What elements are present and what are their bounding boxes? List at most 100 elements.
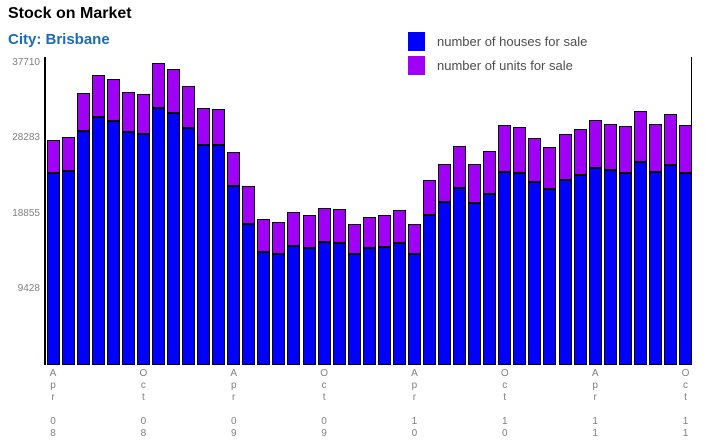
units-segment [468,164,482,203]
legend: number of houses for sale number of unit… [408,29,587,77]
houses-segment [588,168,602,365]
bar-stack [633,111,647,365]
units-segment [453,146,467,188]
houses-segment [648,172,662,365]
units-segment [423,180,436,215]
houses-segment [377,247,391,365]
houses-segment [257,252,271,365]
houses-segment [106,121,120,365]
houses-segment [407,254,421,365]
units-segment [438,164,452,202]
bar-stack [46,140,60,365]
units-segment [573,129,587,175]
bar-stack [513,127,527,365]
bar-stack [573,129,587,365]
units-segment [302,215,316,248]
houses-segment [528,182,542,365]
bar-stack [588,120,602,365]
houses-segment [182,128,196,365]
houses-segment [392,243,406,365]
houses-segment [197,145,211,365]
units-segment [588,120,602,168]
bar-stack [332,209,346,365]
legend-label-units: number of units for sale [437,57,573,73]
units-segment [663,114,677,165]
units-segment [483,151,497,194]
y-tick-label: 9428 [17,283,40,295]
houses-segment [91,117,105,365]
units-segment [317,208,331,242]
bar-stack [257,219,271,365]
units-segment [618,126,632,173]
houses-segment [347,254,361,365]
bar-stack [287,212,301,365]
houses-segment [679,173,693,365]
units-segment [648,124,662,172]
bar-stack [121,92,135,365]
bar-stack [663,114,677,365]
bar-stack [483,151,497,365]
units-segment [392,210,406,243]
page-title: Stock on Market [8,5,132,22]
houses-segment [498,172,512,365]
houses-segment [151,108,165,365]
units-segment [543,147,557,189]
units-segment [76,93,90,131]
units-segment [151,63,165,108]
houses-segment [46,173,60,365]
houses-segment [603,170,617,365]
houses-segment [438,202,452,365]
bar-stack [76,93,90,365]
y-axis-line [44,57,46,365]
houses-segment [332,243,346,365]
houses-segment [166,113,180,365]
bar-stack [679,125,693,365]
bar-stack [423,180,436,365]
units-segment [212,109,226,145]
houses-segment [543,189,557,365]
units-segment [257,219,271,252]
units-segment [633,111,647,162]
bar-stack [227,152,241,365]
bar-stack [136,94,150,365]
houses-segment [468,203,482,365]
legend-item-units: number of units for sale [408,53,587,77]
units-segment [227,152,241,186]
units-segment [272,222,286,254]
bar-stack [362,217,376,365]
houses-segment [212,145,226,365]
bar-stack [61,137,75,365]
houses-segment [573,175,587,365]
houses-segment [317,242,331,365]
bar-stack [347,224,361,365]
y-tick-label: 28283 [12,132,40,144]
units-segment [528,138,542,182]
y-tick-label: 18855 [12,207,40,219]
bar-stack [438,164,452,365]
bar-stack [242,186,256,365]
bar-stack [182,86,196,365]
units-segment [46,140,60,173]
units-segment [498,125,512,172]
houses-segment [483,194,497,365]
houses-segment [633,162,647,365]
units-segment [347,224,361,254]
units-segment [287,212,301,246]
bar-stack [648,124,662,365]
bar-stack [498,125,512,365]
bar-stack [453,146,467,365]
houses-segment [423,215,436,365]
units-segment [558,134,572,180]
city-subtitle: City: Brisbane [8,31,110,48]
houses-segment [136,134,150,365]
bar-stack [377,215,391,365]
houses-segment [453,188,467,365]
units-segment [121,92,135,132]
units-segment [332,209,346,243]
